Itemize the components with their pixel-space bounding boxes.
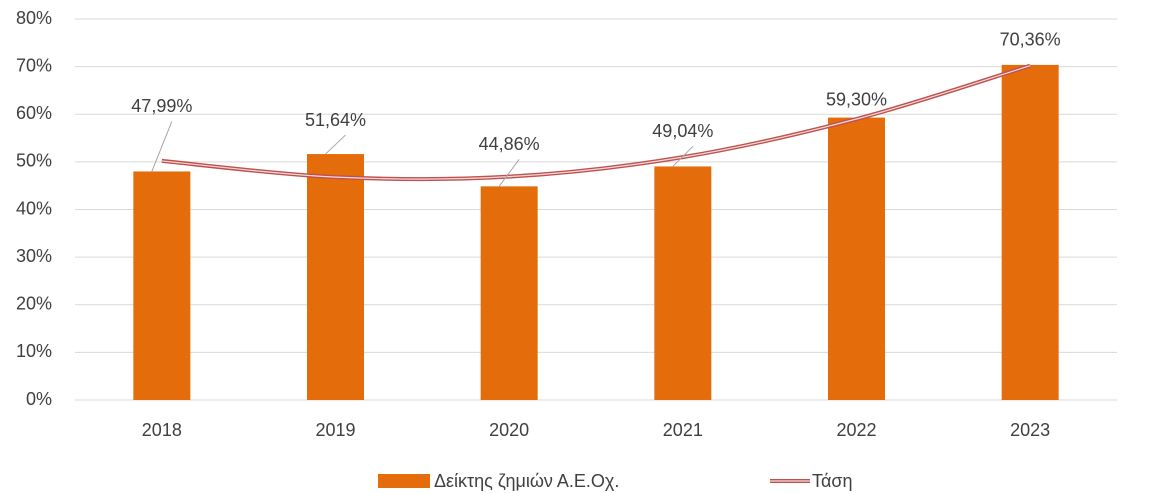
- leader-line: [498, 159, 520, 187]
- bar: [828, 117, 885, 401]
- legend-label: Τάση: [812, 471, 853, 491]
- leader-line: [151, 121, 173, 172]
- trend-line-inner: [161, 65, 1031, 180]
- bar: [480, 186, 538, 400]
- bar: [133, 171, 191, 400]
- y-tick-label: 40%: [16, 198, 52, 218]
- data-label: 70,36%: [1000, 30, 1061, 50]
- bar: [654, 166, 712, 400]
- y-tick-label: 60%: [16, 103, 52, 123]
- x-tick-label: 2023: [1010, 420, 1050, 440]
- x-tick-label: 2020: [489, 420, 529, 440]
- x-tick-label: 2018: [142, 420, 182, 440]
- data-label: 59,30%: [826, 89, 887, 109]
- leader-line: [325, 134, 346, 155]
- x-tick-label: 2022: [836, 420, 876, 440]
- data-label: 47,99%: [131, 96, 192, 116]
- y-tick-label: 0%: [26, 389, 52, 409]
- data-label: 49,04%: [652, 121, 713, 141]
- y-tick-label: 30%: [16, 246, 52, 266]
- bar: [1001, 64, 1059, 401]
- data-label: 44,86%: [479, 134, 540, 154]
- x-tick-label: 2021: [663, 420, 703, 440]
- legend-label: Δείκτης ζημιών Α.Ε.Οχ.: [434, 471, 619, 491]
- y-tick-label: 20%: [16, 294, 52, 314]
- y-tick-label: 80%: [16, 8, 52, 28]
- data-label: 51,64%: [305, 110, 366, 130]
- x-tick-label: 2019: [315, 420, 355, 440]
- y-tick-label: 70%: [16, 55, 52, 75]
- y-tick-label: 50%: [16, 151, 52, 171]
- leader-line: [672, 146, 694, 167]
- y-tick-label: 10%: [16, 341, 52, 361]
- legend-swatch: [378, 474, 430, 488]
- bar: [307, 154, 364, 400]
